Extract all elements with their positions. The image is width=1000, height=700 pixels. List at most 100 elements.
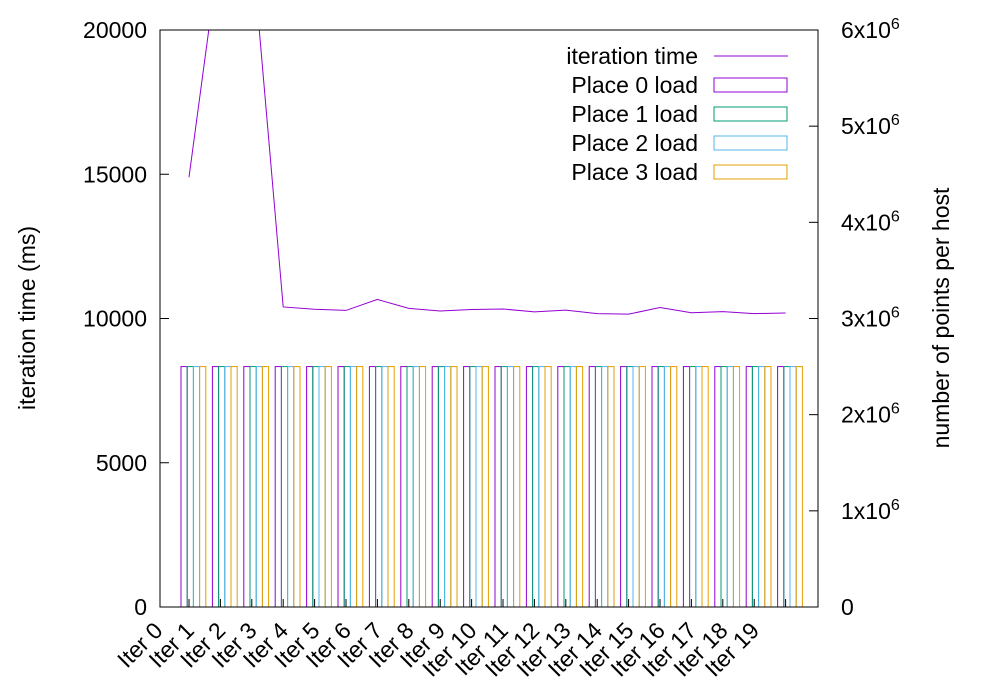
bar-place-2 xyxy=(789,366,797,608)
y2-tick-label: 1x106 xyxy=(841,497,900,524)
bar-place-0 xyxy=(337,366,345,608)
bar-place-2 xyxy=(381,366,389,608)
bar-place-3 xyxy=(701,366,709,608)
bar-place-2 xyxy=(601,366,609,608)
bar-place-3 xyxy=(418,366,427,608)
bar-place-2 xyxy=(475,366,483,608)
iteration-time-line xyxy=(188,30,786,315)
plot-area-border xyxy=(159,29,819,608)
bar-place-0 xyxy=(714,366,722,608)
bar-place-2 xyxy=(663,366,672,608)
legend-label: Place 3 load xyxy=(571,159,698,185)
bar-place-0 xyxy=(211,366,220,608)
bar-place-1 xyxy=(312,366,320,608)
bar-place-3 xyxy=(199,366,207,608)
bar-place-0 xyxy=(463,366,471,608)
bar-place-1 xyxy=(406,366,414,608)
bar-place-1 xyxy=(751,366,760,608)
bar-place-2 xyxy=(758,366,766,608)
bar-place-2 xyxy=(192,366,201,608)
y2-tick-label: 6x106 xyxy=(841,16,900,43)
bar-place-1 xyxy=(186,366,194,608)
bar-place-3 xyxy=(544,366,552,608)
bar-place-0 xyxy=(651,366,659,608)
bar-place-2 xyxy=(632,366,640,608)
bar-place-2 xyxy=(318,366,326,608)
bar-place-0 xyxy=(777,366,785,608)
bar-place-2 xyxy=(569,366,577,608)
bar-place-1 xyxy=(280,366,289,608)
bar-place-0 xyxy=(274,366,282,608)
bar-place-3 xyxy=(732,366,741,608)
bar-place-3 xyxy=(481,366,489,608)
bar-place-3 xyxy=(387,366,395,608)
bar-place-1 xyxy=(689,366,697,608)
bar-place-0 xyxy=(180,366,188,608)
bar-place-3 xyxy=(795,366,803,608)
legend-box-swatch xyxy=(713,135,788,151)
bar-place-3 xyxy=(450,366,458,608)
legend-box-swatch xyxy=(713,77,788,93)
line-layer xyxy=(188,30,786,315)
y-tick-label: 10000 xyxy=(83,306,147,332)
legend-box-swatch xyxy=(713,106,788,122)
y-tick-label: 0 xyxy=(134,594,147,620)
bar-place-0 xyxy=(368,366,377,608)
bar-place-0 xyxy=(588,366,596,608)
bar-place-0 xyxy=(494,366,502,608)
bar-place-1 xyxy=(437,366,446,608)
bar-place-1 xyxy=(469,366,477,608)
bar-place-3 xyxy=(575,366,584,608)
y2-tick-label: 5x106 xyxy=(841,112,900,139)
bar-place-0 xyxy=(306,366,314,608)
bar-place-2 xyxy=(255,366,263,608)
bar-place-1 xyxy=(720,366,728,608)
y-tick-label: 15000 xyxy=(83,161,147,187)
bar-place-3 xyxy=(261,366,270,608)
bar-place-3 xyxy=(638,366,646,608)
bar-place-1 xyxy=(594,366,603,608)
y2-tick-label: 2x106 xyxy=(841,401,900,428)
bar-place-1 xyxy=(375,366,383,608)
bar-place-1 xyxy=(626,366,634,608)
bar-place-3 xyxy=(230,366,238,608)
y-axis-label: iteration time (ms) xyxy=(14,226,40,410)
bar-place-2 xyxy=(349,366,358,608)
bar-place-0 xyxy=(431,366,439,608)
legend-box-swatch xyxy=(713,164,788,180)
legend-label: Place 2 load xyxy=(571,130,698,156)
bar-place-1 xyxy=(218,366,226,608)
bar-place-0 xyxy=(557,366,565,608)
bar-place-3 xyxy=(324,366,332,608)
bar-place-1 xyxy=(532,366,540,608)
bar-place-3 xyxy=(513,366,521,608)
bar-place-2 xyxy=(538,366,546,608)
y-tick-label: 5000 xyxy=(96,450,147,476)
legend-label: iteration time xyxy=(566,43,698,69)
bar-place-0 xyxy=(400,366,408,608)
bar-place-2 xyxy=(726,366,734,608)
bar-place-1 xyxy=(563,366,571,608)
y-tick-label: 20000 xyxy=(83,17,147,43)
bar-place-2 xyxy=(506,366,515,608)
bar-place-0 xyxy=(525,366,534,608)
bars-layer xyxy=(180,366,803,608)
bar-place-2 xyxy=(287,366,295,608)
y2-tick-label: 3x106 xyxy=(841,305,900,332)
bar-place-3 xyxy=(293,366,301,608)
bar-place-2 xyxy=(412,366,420,608)
bar-place-1 xyxy=(783,366,791,608)
legend-label: Place 0 load xyxy=(571,72,698,98)
bar-place-2 xyxy=(444,366,452,608)
bar-place-2 xyxy=(695,366,703,608)
bar-place-1 xyxy=(249,366,257,608)
y2-axis-label: number of points per host xyxy=(928,187,954,448)
bar-place-0 xyxy=(745,366,753,608)
bar-place-3 xyxy=(356,366,364,608)
y2-tick-label: 4x106 xyxy=(841,208,900,235)
y2-tick-label: 0 xyxy=(841,594,854,620)
bar-place-0 xyxy=(682,366,691,608)
bar-place-1 xyxy=(343,366,351,608)
bar-place-3 xyxy=(607,366,615,608)
